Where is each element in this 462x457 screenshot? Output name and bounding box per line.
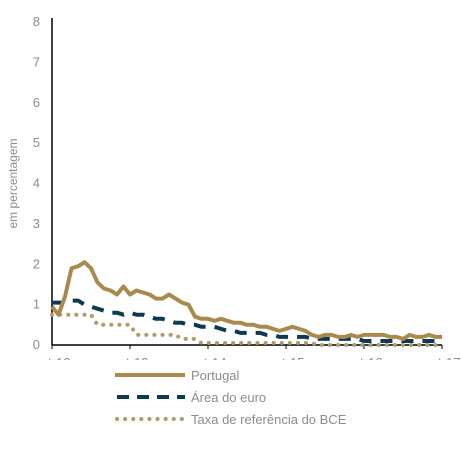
y-tick-label: 8 [33,14,40,29]
line-chart: 0 1 2 3 4 5 6 7 8 out-12 out-13 out-14 out-15 out-16… [6,14,461,360]
y-tick-label: 0 [33,337,40,352]
legend-item-area-euro: Área do euro [115,386,415,408]
legend-swatch-portugal [115,373,185,377]
series-line-portugal [50,260,442,341]
chart-axes [51,18,442,346]
legend-swatch-area-euro [117,395,185,399]
y-tick-label: 2 [33,256,40,271]
y-tick-label: 7 [33,54,40,69]
chart-legend: Portugal Área do euro Taxa de referência… [115,364,415,430]
y-axis-label: em percentagem [6,138,20,228]
y-tick-label: 1 [33,297,40,312]
x-tick-label: out-12 [34,355,71,360]
y-tick-label: 5 [33,135,40,150]
legend-item-portugal: Portugal [115,364,415,386]
y-tick-label: 4 [33,176,40,191]
y-tick-label: 3 [33,216,40,231]
legend-label-portugal: Portugal [191,367,240,383]
legend-label-area-euro: Área do euro [191,389,267,405]
x-tick-label: out-16 [346,355,383,360]
x-tick-label: out-17 [424,355,461,360]
y-tick-labels: 0 1 2 3 4 5 6 7 8 [33,14,40,352]
x-tick-labels: out-12 out-13 out-14 out-15 out-16 out-17 [34,345,461,360]
legend-item-bce-rate: Taxa de referência do BCE [115,408,415,430]
y-tick-label: 6 [33,95,40,110]
series-line--rea-do-euro [52,298,442,343]
series-line-taxa-de-refer-ncia-do-bce [50,312,444,347]
legend-label-bce-rate: Taxa de referência do BCE [191,411,347,427]
x-tick-label: out-13 [112,355,149,360]
legend-swatch-bce-rate [115,417,185,421]
series-lines [50,260,444,347]
x-tick-label: out-14 [190,355,227,360]
x-tick-label: out-15 [268,355,305,360]
